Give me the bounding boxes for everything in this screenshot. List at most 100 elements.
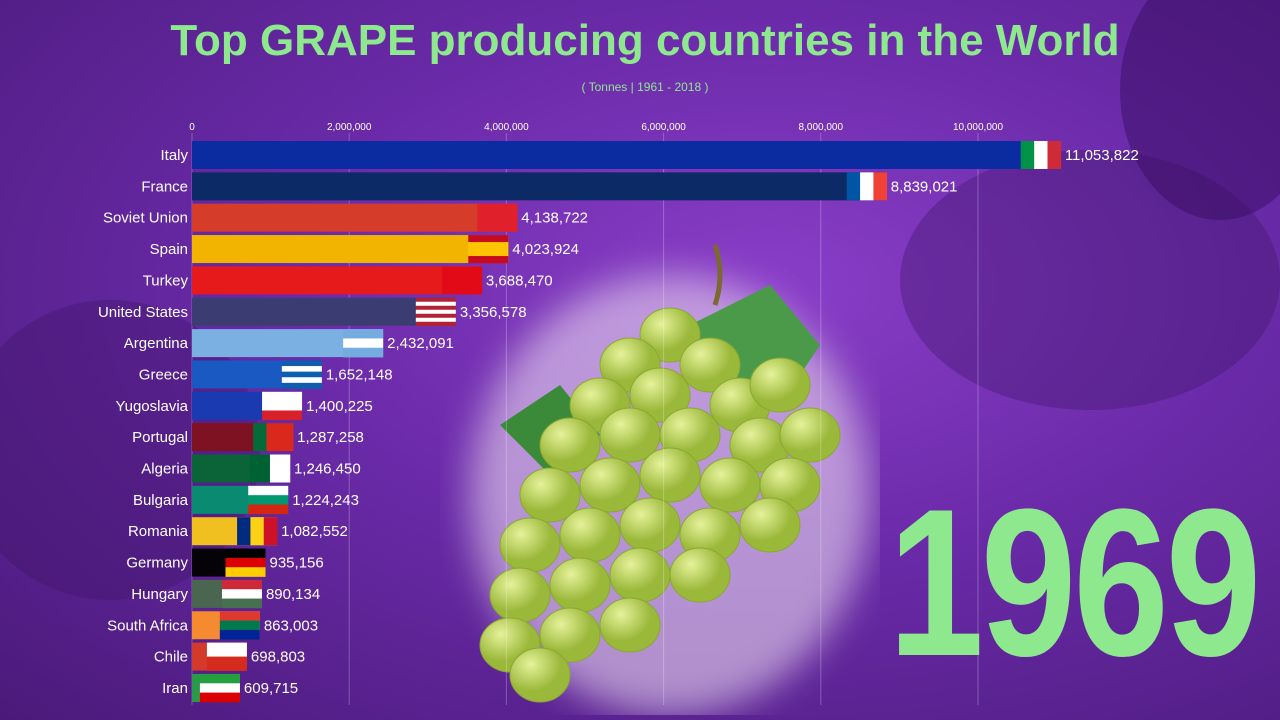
bar: [192, 141, 1061, 169]
value-label: 698,803: [251, 649, 305, 666]
flag-icon: [225, 548, 266, 577]
background-vine: [900, 150, 1280, 410]
value-label: 1,652,148: [326, 366, 393, 383]
grape: [679, 337, 741, 393]
bar-row: Germany 935,156: [126, 548, 324, 577]
country-label: Germany: [126, 555, 188, 572]
bar-row: Iran 609,715: [162, 673, 298, 703]
x-tick-label: 2,000,000: [327, 122, 372, 133]
flag-icon: [468, 235, 509, 264]
value-label: 609,715: [244, 680, 298, 697]
grape: [599, 597, 661, 653]
bar-row: Portugal 1,287,258: [132, 423, 364, 452]
grape: [519, 467, 581, 523]
bar-row: Argentina 2,432,091: [124, 329, 454, 358]
bar-row: Yugoslavia 1,400,225: [115, 391, 373, 421]
value-label: 863,003: [264, 617, 318, 634]
country-label: Hungary: [131, 586, 188, 603]
bar-row: Turkey 3,688,470: [143, 266, 553, 295]
country-label: Bulgaria: [133, 492, 189, 509]
flag-icon: [237, 517, 278, 546]
flag-icon: [262, 391, 303, 421]
bar: [192, 203, 518, 232]
value-label: 1,246,450: [294, 461, 361, 478]
value-label: 1,224,243: [292, 492, 359, 509]
country-label: Greece: [139, 366, 188, 383]
grape: [579, 457, 641, 513]
grape: [639, 447, 701, 503]
flag-icon: [441, 266, 483, 295]
flag-icon: [343, 329, 384, 358]
chart-title: Top GRAPE producing countries in the Wor…: [170, 16, 1120, 65]
country-label: Soviet Union: [103, 210, 188, 227]
flag-icon: [249, 454, 291, 483]
bar-row: Algeria 1,246,450: [141, 454, 361, 483]
country-label: Algeria: [141, 461, 188, 478]
flag-icon: [199, 673, 240, 703]
value-label: 3,356,578: [460, 304, 527, 321]
grape-bunch-image: [470, 244, 870, 715]
bar-row: Italy 11,053,822: [160, 141, 1139, 169]
grape: [539, 607, 601, 663]
x-tick-label: 4,000,000: [484, 122, 529, 133]
x-tick-label: 0: [189, 122, 195, 133]
bar-row: France 8,839,021: [141, 172, 958, 201]
bar: [192, 172, 887, 201]
value-label: 1,400,225: [306, 398, 373, 415]
grape: [749, 357, 811, 413]
bar: [192, 266, 482, 295]
grape: [669, 547, 731, 603]
bar-row: Spain 4,023,924: [150, 235, 579, 264]
country-label: South Africa: [107, 617, 189, 634]
value-label: 4,138,722: [521, 210, 588, 227]
country-label: United States: [98, 304, 188, 321]
bar-row: Hungary 890,134: [131, 579, 320, 609]
value-label: 1,287,258: [297, 429, 364, 446]
country-label: Turkey: [143, 272, 189, 289]
value-label: 8,839,021: [891, 178, 958, 195]
value-label: 1,082,552: [281, 523, 348, 540]
value-label: 935,156: [270, 555, 324, 572]
bar: [192, 235, 509, 264]
year-label: 1969: [888, 465, 1261, 700]
grape: [509, 647, 571, 703]
grape: [739, 497, 801, 553]
bar-row: Bulgaria 1,224,243: [133, 485, 359, 515]
flag-icon: [206, 642, 247, 671]
flag-icon: [846, 172, 888, 201]
grape: [639, 307, 701, 363]
country-label: Portugal: [132, 429, 188, 446]
bar: [192, 297, 456, 326]
flag-icon: [1020, 141, 1062, 169]
value-label: 2,432,091: [387, 335, 454, 352]
value-label: 4,023,924: [512, 241, 579, 258]
flag-icon: [415, 297, 456, 327]
bar-row: United States 3,356,578: [98, 297, 527, 327]
value-label: 890,134: [266, 586, 320, 603]
flag-icon: [219, 611, 260, 640]
country-label: Argentina: [124, 335, 189, 352]
country-label: Yugoslavia: [115, 398, 188, 415]
flag-icon: [477, 203, 518, 232]
country-label: Chile: [154, 649, 188, 666]
x-tick-label: 8,000,000: [799, 122, 844, 133]
country-label: Romania: [128, 523, 189, 540]
grape: [539, 417, 601, 473]
country-label: Iran: [162, 680, 188, 697]
x-tick-label: 6,000,000: [641, 122, 686, 133]
country-label: France: [141, 178, 188, 195]
bar-row: Chile 698,803: [154, 642, 305, 671]
chart-subtitle: ( Tonnes | 1961 - 2018 ): [581, 80, 709, 94]
bar-row: Greece 1,652,148: [139, 360, 393, 389]
bar-row: South Africa 863,003: [107, 611, 318, 640]
flag-icon: [253, 423, 294, 452]
value-label: 11,053,822: [1065, 147, 1139, 164]
country-label: Spain: [150, 241, 188, 258]
grape: [629, 367, 691, 423]
country-label: Italy: [160, 147, 188, 164]
x-tick-label: 10,000,000: [953, 122, 1003, 133]
flag-icon: [281, 360, 322, 389]
flag-icon: [248, 485, 289, 515]
bar-row: Romania 1,082,552: [128, 517, 348, 546]
